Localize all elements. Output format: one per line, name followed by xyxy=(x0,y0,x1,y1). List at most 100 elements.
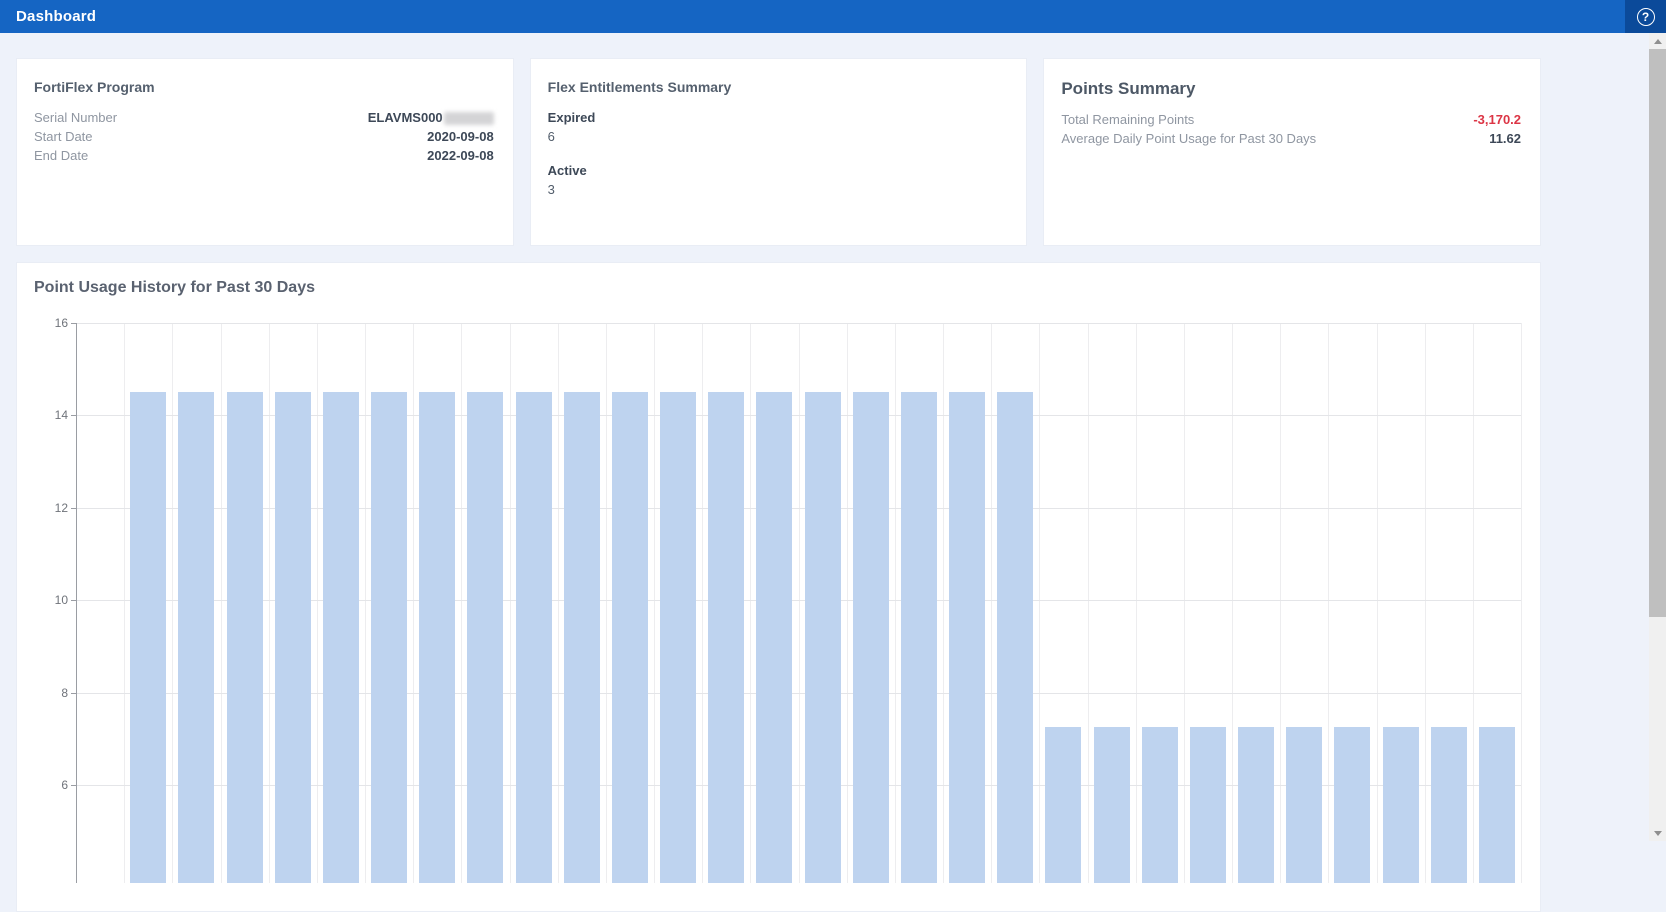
vertical-gridline xyxy=(943,323,944,883)
header-bar: Dashboard ? xyxy=(0,0,1666,33)
entitlement-label: Active xyxy=(548,161,1008,180)
bar-day-7 xyxy=(371,392,407,883)
vertical-gridline xyxy=(750,323,751,883)
row-value-serial: ELAVMS000 xyxy=(368,108,494,127)
bar-day-11 xyxy=(564,392,600,883)
scroll-down-icon xyxy=(1654,831,1662,836)
row-value-start-date: 2020-09-08 xyxy=(427,127,494,146)
scrollbar-down-button[interactable] xyxy=(1649,825,1666,841)
info-row-serial-number: Serial Number ELAVMS000 xyxy=(34,108,494,127)
row-label: Average Daily Point Usage for Past 30 Da… xyxy=(1061,129,1316,148)
vertical-gridline xyxy=(799,323,800,883)
bar-day-27 xyxy=(1334,727,1370,883)
row-label: Serial Number xyxy=(34,108,117,127)
card-fortiflex-program: FortiFlex Program Serial Number ELAVMS00… xyxy=(16,58,514,246)
y-axis-label: 10 xyxy=(28,593,68,607)
vertical-gridline xyxy=(124,323,125,883)
bar-day-3 xyxy=(178,392,214,883)
vertical-gridline xyxy=(510,323,511,883)
help-button[interactable]: ? xyxy=(1625,0,1666,33)
bar-day-14 xyxy=(708,392,744,883)
bar-day-4 xyxy=(227,392,263,883)
vertical-gridline xyxy=(1136,323,1137,883)
bar-day-16 xyxy=(805,392,841,883)
question-mark-icon: ? xyxy=(1637,8,1655,26)
vertical-gridline xyxy=(221,323,222,883)
card-points-summary: Points Summary Total Remaining Points -3… xyxy=(1043,58,1541,246)
y-axis-label: 14 xyxy=(28,408,68,422)
bar-day-9 xyxy=(467,392,503,883)
bar-day-24 xyxy=(1190,727,1226,883)
card-title: Points Summary xyxy=(1061,79,1521,99)
entitlement-group-expired: Expired 6 xyxy=(548,108,1008,146)
bar-day-15 xyxy=(756,392,792,883)
vertical-gridline xyxy=(991,323,992,883)
vertical-gridline xyxy=(172,323,173,883)
vertical-gridline xyxy=(413,323,414,883)
bar-day-10 xyxy=(516,392,552,883)
info-row-end-date: End Date 2022-09-08 xyxy=(34,146,494,165)
vertical-gridline xyxy=(1328,323,1329,883)
vertical-gridline xyxy=(269,323,270,883)
vertical-gridline xyxy=(1377,323,1378,883)
bar-day-17 xyxy=(853,392,889,883)
row-label: Start Date xyxy=(34,127,93,146)
serial-redacted-blur xyxy=(444,112,494,125)
vertical-gridline xyxy=(895,323,896,883)
vertical-gridline xyxy=(847,323,848,883)
bar-day-30 xyxy=(1479,727,1515,883)
bar-day-13 xyxy=(660,392,696,883)
y-axis-line xyxy=(76,323,77,883)
bar-day-18 xyxy=(901,392,937,883)
bar-day-6 xyxy=(323,392,359,883)
row-value-end-date: 2022-09-08 xyxy=(427,146,494,165)
page-title: Dashboard xyxy=(0,8,96,25)
vertical-gridline xyxy=(1425,323,1426,883)
row-label: Total Remaining Points xyxy=(1061,110,1194,129)
bar-day-23 xyxy=(1142,727,1178,883)
summary-cards-row: FortiFlex Program Serial Number ELAVMS00… xyxy=(16,58,1541,246)
vertical-gridline xyxy=(702,323,703,883)
entitlement-group-active: Active 3 xyxy=(548,161,1008,199)
card-title: FortiFlex Program xyxy=(34,79,494,95)
bar-day-21 xyxy=(1045,727,1081,883)
scrollbar-thumb[interactable] xyxy=(1649,49,1666,617)
bar-day-29 xyxy=(1431,727,1467,883)
y-axis-label: 8 xyxy=(28,686,68,700)
vertical-gridline xyxy=(606,323,607,883)
vertical-gridline xyxy=(1232,323,1233,883)
chart-title: Point Usage History for Past 30 Days xyxy=(34,279,315,297)
bar-day-12 xyxy=(612,392,648,883)
bar-day-8 xyxy=(419,392,455,883)
bar-day-20 xyxy=(997,392,1033,883)
vertical-gridline xyxy=(365,323,366,883)
scrollbar[interactable] xyxy=(1649,33,1666,841)
vertical-gridline xyxy=(1473,323,1474,883)
row-value-average-daily-usage: 11.62 xyxy=(1489,129,1521,148)
info-row-total-remaining: Total Remaining Points -3,170.2 xyxy=(1061,110,1521,129)
vertical-gridline xyxy=(1039,323,1040,883)
vertical-gridline xyxy=(461,323,462,883)
y-axis-label: 12 xyxy=(28,501,68,515)
y-axis-label: 6 xyxy=(28,778,68,792)
row-value-total-remaining-points: -3,170.2 xyxy=(1473,110,1521,129)
bar-day-19 xyxy=(949,392,985,883)
vertical-gridline xyxy=(1280,323,1281,883)
entitlement-label: Expired xyxy=(548,108,1008,127)
vertical-gridline xyxy=(1088,323,1089,883)
card-flex-entitlements: Flex Entitlements Summary Expired 6 Acti… xyxy=(530,58,1028,246)
bar-day-26 xyxy=(1286,727,1322,883)
scrollbar-up-button[interactable] xyxy=(1649,33,1666,49)
horizontal-gridline xyxy=(76,323,1521,324)
entitlement-value: 3 xyxy=(548,180,1008,199)
vertical-gridline xyxy=(1184,323,1185,883)
bar-day-2 xyxy=(130,392,166,883)
vertical-gridline xyxy=(654,323,655,883)
info-row-average-daily: Average Daily Point Usage for Past 30 Da… xyxy=(1061,129,1521,148)
bar-day-25 xyxy=(1238,727,1274,883)
entitlement-value: 6 xyxy=(548,127,1008,146)
bar-day-5 xyxy=(275,392,311,883)
scroll-up-icon xyxy=(1654,39,1662,44)
card-title: Flex Entitlements Summary xyxy=(548,79,1008,95)
